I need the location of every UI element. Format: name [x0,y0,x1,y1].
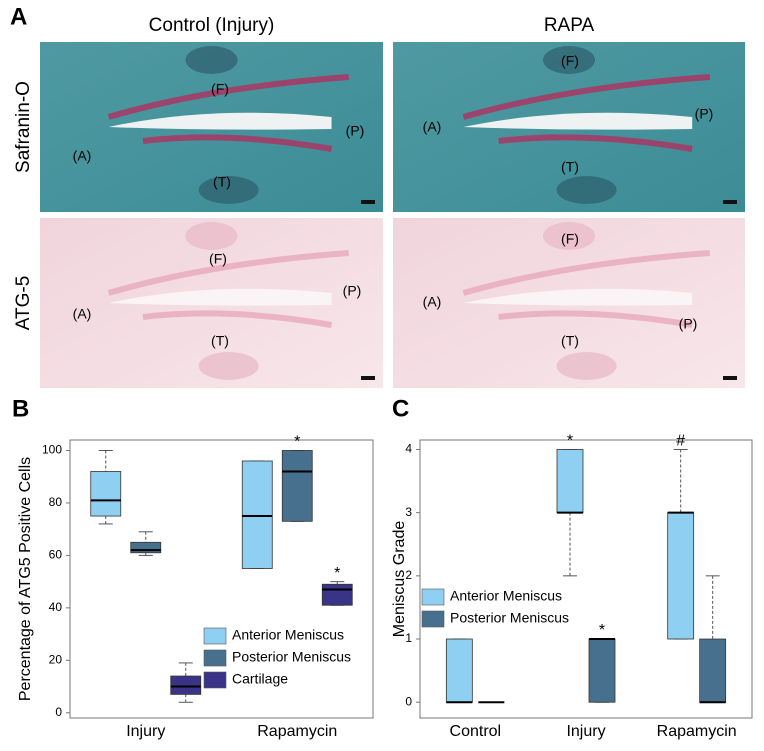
y-axis-label: Percentage of ATG5 Positive Cells [17,457,34,701]
legend-label: Posterior Meniscus [232,649,351,665]
cartilage-band [498,310,693,328]
panel-letter: C [392,395,409,422]
panel-a: A Control (Injury) RAPA Safranin-O ATG-5 (F) (… [10,3,745,388]
region-label: (F) [561,53,579,69]
legend-label: Posterior Meniscus [450,610,569,626]
region-label: (T) [561,333,579,349]
x-tick-label: Injury [126,723,165,740]
box [241,460,273,569]
marrow [198,352,259,380]
box [281,450,313,522]
y-axis-label: Meniscus Grade [391,521,408,638]
cartilage-band [107,74,349,120]
y-tick-label: 1 [405,631,412,645]
x-tick-label: Rapamycin [257,723,337,740]
x-tick-label: Injury [566,723,605,740]
panel-letter: B [12,395,29,422]
box [130,541,162,554]
region-label: (A) [73,306,92,322]
legend-swatch [421,610,445,628]
scale-bar [723,376,737,380]
region-label: (P) [695,106,714,122]
region-label: (A) [73,148,92,164]
x-tick-label: Control [450,723,502,740]
row-label: ATG-5 [13,276,34,331]
legend-label: Anterior Meniscus [232,627,344,643]
y-tick-label: 4 [405,442,412,456]
legend-swatch [421,588,445,606]
region-label: (F) [561,231,579,247]
region-label: (F) [209,251,227,267]
significance-label: * [567,433,573,450]
scale-bar [361,200,375,204]
column-title: Control (Injury) [149,15,275,36]
region-label: (P) [343,283,362,299]
region-label: (A) [423,294,442,310]
column-title: RAPA [544,15,595,36]
plot-frame [69,439,374,719]
marrow [556,352,617,380]
y-tick-label: 60 [49,548,63,562]
box [321,583,353,606]
region-label: (T) [213,174,231,190]
region-label: (T) [561,159,579,175]
y-tick-label: 40 [49,600,63,614]
plot-frame [419,439,753,719]
significance-label: # [676,433,685,450]
legend-label: Cartilage [232,671,288,687]
y-tick-label: 20 [49,652,63,666]
marrow [543,46,595,74]
cartilage-band [498,134,693,152]
marrow [185,46,238,74]
x-tick-label: Rapamycin [657,723,737,740]
cartilage-band [462,74,711,120]
legend-swatch [203,671,227,689]
joint-space [463,112,693,130]
y-tick-label: 2 [405,568,412,582]
y-tick-label: 0 [55,705,62,719]
joint-space [108,288,332,306]
joint-space [463,288,693,306]
y-tick-label: 80 [49,495,63,509]
box [170,675,202,695]
significance-label: * [294,434,300,451]
scale-bar [723,200,737,204]
legend-label: Anterior Meniscus [450,588,562,604]
box [667,512,695,640]
region-label: (F) [211,81,229,97]
y-tick-label: 0 [405,694,412,708]
legend-swatch [203,649,227,667]
box [556,449,584,514]
scale-bar [361,376,375,380]
cartilage-band [462,250,711,296]
cartilage-band [142,134,333,152]
box [445,638,473,703]
y-tick-label: 100 [42,443,62,457]
box [699,638,727,703]
box [588,638,616,703]
marrow [185,222,238,250]
region-label: (T) [211,333,229,349]
region-label: (A) [423,119,442,135]
marrow [543,222,595,250]
significance-label: * [334,565,340,582]
y-tick-label: 3 [405,505,412,519]
significance-label: * [599,622,605,639]
panel-letter: A [10,3,27,30]
cartilage-band [107,250,349,296]
box [90,471,122,517]
region-label: (P) [679,316,698,332]
joint-space [108,112,332,130]
marrow [198,176,259,204]
legend-swatch [203,627,227,645]
marrow [556,176,617,204]
region-label: (P) [346,123,365,139]
row-label: Safranin-O [13,81,34,173]
cartilage-band [142,310,333,328]
